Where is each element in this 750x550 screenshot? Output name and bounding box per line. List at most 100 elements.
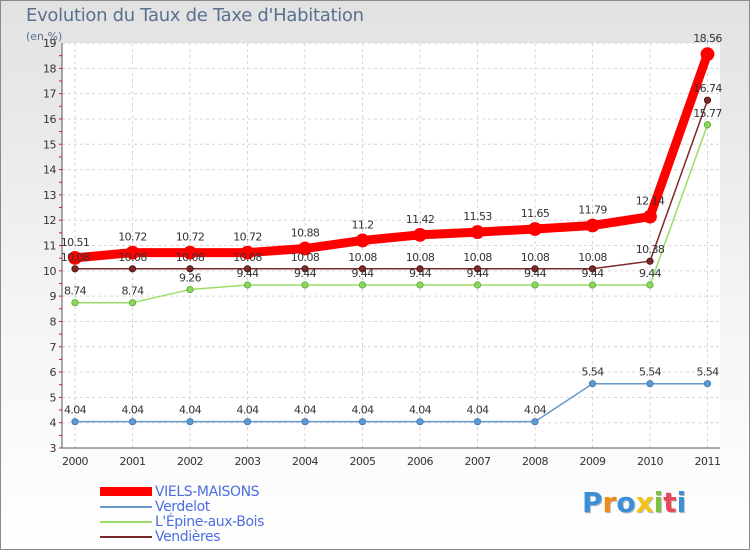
data-label: 10.08 — [118, 251, 147, 264]
data-point — [646, 281, 654, 289]
data-label: 11.2 — [351, 218, 373, 231]
data-label: 9.44 — [236, 267, 259, 280]
data-point — [186, 265, 194, 273]
data-point — [71, 265, 79, 273]
legend-swatch — [100, 487, 152, 496]
data-point — [646, 257, 654, 265]
data-label: 10.72 — [176, 231, 205, 244]
y-tick-label: 8 — [50, 315, 57, 328]
data-label: 9.44 — [466, 267, 489, 280]
x-tick-label: 2010 — [637, 455, 663, 468]
data-label: 12.14 — [636, 195, 665, 208]
data-label: 9.44 — [581, 267, 604, 280]
data-label: 10.72 — [118, 231, 147, 244]
data-point — [125, 245, 140, 260]
data-point — [186, 285, 194, 294]
data-point — [243, 418, 252, 426]
x-tick-label: 2001 — [120, 455, 146, 468]
data-label: 10.38 — [636, 243, 665, 256]
data-point — [470, 225, 485, 239]
series-line — [74, 99, 709, 270]
data-point — [473, 281, 482, 289]
data-label: 4.04 — [409, 404, 432, 417]
x-tick-label: 2000 — [62, 455, 88, 468]
data-label: 10.08 — [291, 251, 320, 264]
data-point — [71, 418, 79, 426]
data-point — [301, 418, 309, 426]
data-label: 4.04 — [179, 404, 202, 417]
data-point — [301, 265, 309, 273]
data-point — [700, 47, 715, 62]
data-point — [301, 281, 309, 289]
chart-title: Evolution du Taux de Taxe d'Habitation — [26, 5, 364, 26]
data-point — [68, 251, 82, 265]
data-label: 4.04 — [524, 404, 547, 417]
data-point — [643, 209, 657, 224]
data-point — [416, 265, 424, 273]
x-tick-label: 2004 — [292, 455, 318, 468]
data-label: 11.79 — [578, 204, 607, 217]
data-point — [183, 245, 197, 260]
legend-label: Vendières — [155, 529, 221, 545]
data-label: 9.26 — [179, 272, 202, 285]
data-point — [243, 281, 252, 289]
y-tick-label: 12 — [43, 214, 56, 227]
y-tick-label: 3 — [50, 442, 57, 455]
data-point — [128, 265, 137, 273]
data-label: 5.54 — [639, 366, 662, 379]
y-tick-label: 13 — [43, 189, 56, 202]
data-label: 10.08 — [61, 251, 90, 264]
data-label: 9.44 — [294, 267, 317, 280]
data-point — [240, 245, 255, 260]
data-label: 11.53 — [463, 210, 492, 223]
data-label: 10.08 — [578, 251, 607, 264]
data-label: 8.74 — [121, 285, 144, 298]
data-point — [528, 222, 542, 236]
data-label: 16.74 — [693, 82, 722, 95]
data-label: 9.44 — [409, 267, 432, 280]
data-point — [71, 299, 79, 307]
data-point — [588, 265, 597, 273]
y-tick-label: 11 — [43, 240, 56, 253]
data-point — [473, 418, 482, 426]
data-label: 4.04 — [121, 404, 144, 417]
data-label: 10.08 — [521, 251, 550, 264]
data-point — [416, 281, 424, 289]
data-point — [703, 380, 712, 388]
data-point — [585, 218, 600, 233]
data-label: 18.56 — [693, 32, 722, 45]
y-tick-label: 18 — [43, 62, 56, 75]
data-point — [298, 241, 312, 256]
data-label: 4.04 — [64, 404, 87, 417]
data-point — [531, 265, 539, 273]
data-point — [588, 380, 597, 388]
data-label: 10.08 — [406, 251, 435, 264]
data-label: 8.74 — [64, 285, 87, 298]
data-label: 10.88 — [291, 227, 320, 240]
data-label: 11.42 — [406, 213, 435, 226]
legend-swatch — [100, 506, 152, 508]
data-point — [703, 96, 712, 104]
data-point — [358, 281, 367, 289]
data-label: 4.04 — [351, 404, 374, 417]
x-tick-label: 2007 — [465, 455, 491, 468]
data-point — [358, 265, 367, 273]
data-point — [186, 418, 194, 426]
y-tick-label: 16 — [43, 113, 56, 126]
legend-label: VIELS-MAISONS — [155, 484, 260, 500]
legend-swatch — [100, 536, 152, 538]
y-tick-label: 10 — [43, 265, 56, 278]
data-point — [413, 227, 427, 242]
legend-label: Verdelot — [155, 499, 210, 515]
y-tick-label: 5 — [50, 391, 57, 404]
data-label: 9.44 — [524, 267, 547, 280]
data-label: 10.08 — [233, 251, 262, 264]
y-tick-label: 19 — [43, 37, 56, 50]
legend-label: L'Épine-aux-Bois — [155, 514, 265, 530]
y-tick-label: 14 — [43, 164, 56, 177]
x-tick-label: 2011 — [695, 455, 721, 468]
data-point — [646, 380, 654, 388]
chart-subtitle: (en %) — [26, 30, 63, 43]
data-point — [128, 299, 137, 307]
